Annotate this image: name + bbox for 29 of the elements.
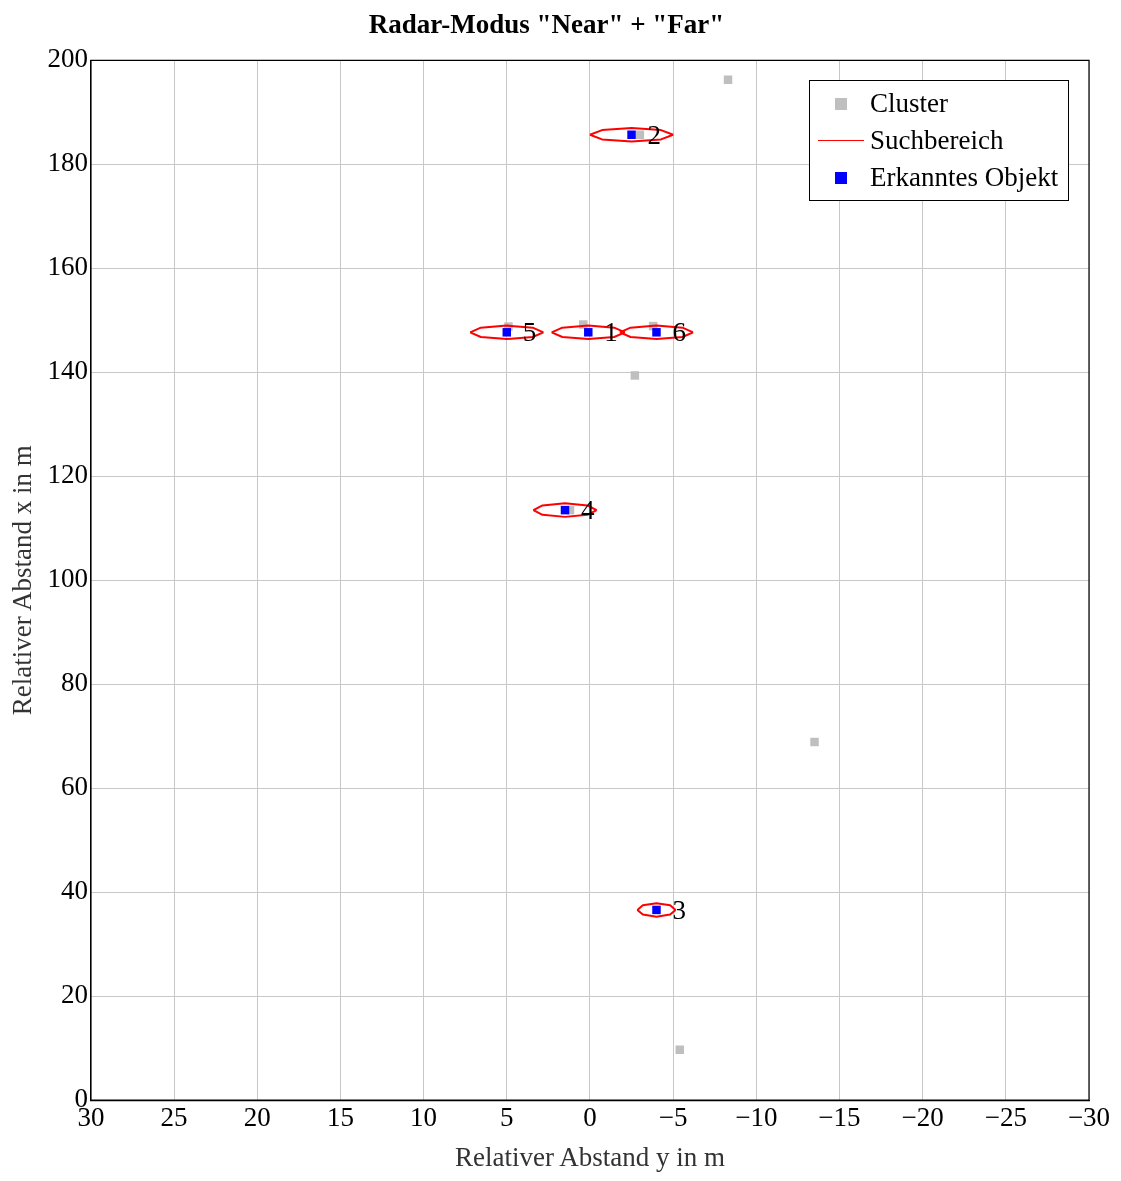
legend-label: Suchbereich	[870, 124, 1004, 158]
x-tick-label: 25	[160, 1102, 188, 1133]
y-tick-label: 100	[47, 563, 88, 594]
y-tick-label: 80	[60, 667, 88, 698]
y-tick-label: 20	[60, 979, 88, 1010]
y-tick-label: 140	[47, 355, 88, 386]
y-tick-label: 40	[60, 875, 88, 906]
x-axis-title: Relativer Abstand y in m	[454, 1141, 725, 1172]
legend-label: Erkanntes Objekt	[870, 161, 1059, 195]
x-tick-label: 0	[583, 1102, 597, 1133]
x-tick-label: 10	[410, 1102, 438, 1133]
x-tick-label: −10	[735, 1102, 778, 1133]
x-tick-label: −25	[984, 1102, 1027, 1133]
x-tick-label: 20	[243, 1102, 271, 1133]
y-tick-label: 60	[60, 771, 88, 802]
y-axis-title: Relativer Abstand x in m	[7, 445, 38, 716]
y-tick-label: 200	[47, 43, 88, 74]
x-tick-label: −30	[1067, 1102, 1111, 1133]
legend-label: Cluster	[870, 87, 948, 121]
x-tick-label: 15	[326, 1102, 354, 1133]
annotation: 3	[672, 895, 686, 926]
x-tick-label: −20	[901, 1102, 944, 1133]
y-tick-label: 180	[47, 147, 88, 178]
x-tick-label: 5	[500, 1102, 514, 1133]
chart-title: Radar-Modus "Near" + "Far"	[368, 9, 725, 40]
y-tick-label: 160	[47, 251, 88, 282]
y-tick-label: 120	[47, 459, 88, 490]
x-tick-label: −5	[658, 1102, 688, 1133]
x-tick-label: −15	[818, 1102, 861, 1133]
